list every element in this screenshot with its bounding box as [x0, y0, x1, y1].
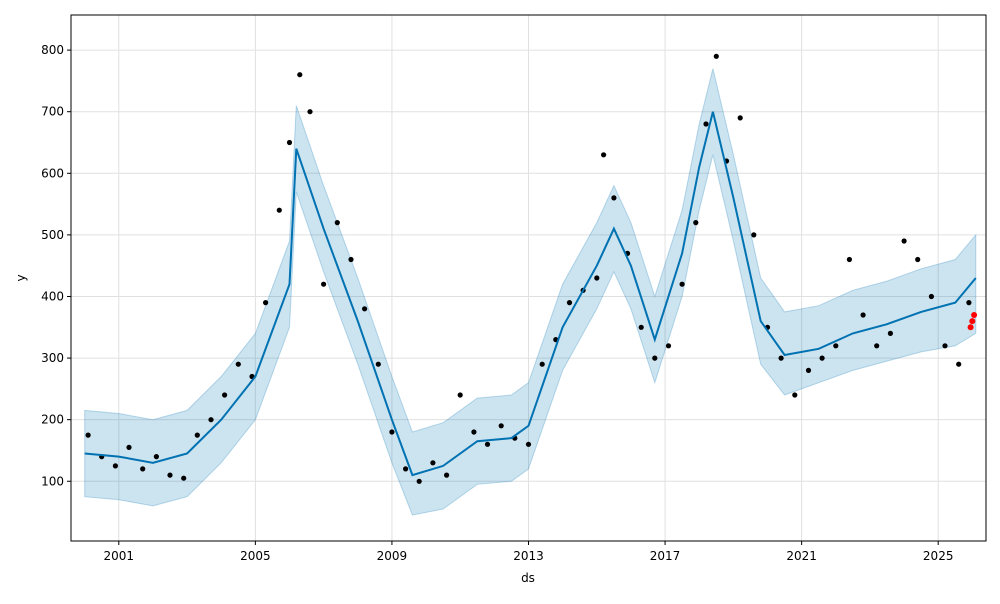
observed-point [652, 355, 658, 361]
observed-point [846, 256, 853, 263]
observed-point [126, 444, 132, 450]
observed-point [484, 441, 491, 447]
observed-point [444, 472, 450, 478]
y-tick-label: 300 [41, 351, 64, 365]
y-axis-label: y [14, 274, 28, 281]
observed-point [539, 361, 545, 367]
observed-points-layer [85, 53, 972, 484]
observed-point [208, 417, 214, 423]
forecast-line [84, 111, 977, 477]
observed-point [525, 441, 532, 447]
observed-point [297, 72, 303, 78]
observed-point [276, 207, 282, 213]
observed-point [737, 115, 743, 121]
observed-point [416, 478, 422, 484]
y-tick-label: 400 [41, 289, 64, 303]
observed-point [181, 475, 187, 481]
y-tick-label: 800 [41, 43, 64, 57]
observed-point [966, 300, 972, 306]
observed-point [498, 423, 504, 429]
highlight-points-layer [967, 312, 978, 331]
observed-point [601, 152, 607, 158]
observed-point [321, 281, 327, 287]
observed-point [679, 281, 685, 287]
observed-point [915, 256, 921, 263]
observed-point [693, 220, 699, 226]
highlight-point [971, 312, 978, 318]
observed-point [140, 466, 146, 472]
observed-point [860, 312, 866, 318]
observed-point [901, 238, 907, 244]
observed-point [430, 460, 436, 466]
observed-point [751, 232, 757, 238]
y-tick-label: 600 [41, 166, 64, 180]
observed-point [153, 454, 159, 460]
observed-point [713, 53, 719, 59]
observed-point [956, 361, 962, 367]
observed-point [375, 361, 381, 367]
observed-point [703, 121, 709, 127]
x-tick-label: 2005 [240, 549, 271, 563]
observed-point [928, 293, 935, 300]
observed-point [665, 343, 672, 349]
observed-point [194, 432, 200, 438]
observed-point [286, 139, 293, 146]
y-tick-label: 200 [41, 413, 64, 427]
observed-point [611, 195, 617, 201]
ticks-layer: 2001 2005 2009 2013 2017 2021 2025 100 200 300 400… [41, 43, 953, 563]
observed-point [805, 367, 812, 373]
observed-point [263, 300, 269, 306]
observed-point [307, 109, 313, 115]
observed-point [887, 330, 894, 336]
observed-point [819, 355, 825, 361]
observed-point [112, 463, 118, 469]
observed-point [792, 392, 798, 398]
observed-point [348, 256, 354, 263]
y-tick-label: 100 [41, 474, 64, 488]
observed-point [471, 429, 477, 435]
highlight-point [969, 318, 976, 325]
grid-layer [71, 15, 986, 541]
y-tick-label: 500 [41, 228, 64, 242]
observed-point [334, 220, 340, 226]
observed-point [566, 300, 573, 306]
x-tick-label: 2009 [377, 549, 408, 563]
observed-point [638, 324, 644, 330]
x-tick-label: 2017 [650, 549, 681, 563]
observed-point [85, 432, 91, 438]
observed-point [403, 466, 409, 472]
highlight-point [967, 324, 974, 331]
observed-point [874, 343, 880, 349]
observed-point [362, 306, 368, 312]
x-tick-label: 2013 [513, 549, 544, 563]
observed-point [167, 472, 173, 478]
observed-point [778, 355, 784, 361]
forecast-line-layer [84, 111, 977, 477]
observed-point [389, 429, 395, 435]
y-tick-label: 700 [41, 105, 64, 119]
observed-point [222, 392, 228, 398]
x-tick-label: 2001 [104, 549, 135, 563]
x-axis-label: ds [521, 571, 535, 585]
x-tick-label: 2025 [923, 549, 954, 563]
x-tick-label: 2021 [786, 549, 817, 563]
observed-point [833, 343, 839, 349]
observed-point [942, 343, 948, 349]
observed-point [457, 392, 463, 398]
observed-point [235, 361, 241, 367]
observed-point [594, 275, 600, 281]
